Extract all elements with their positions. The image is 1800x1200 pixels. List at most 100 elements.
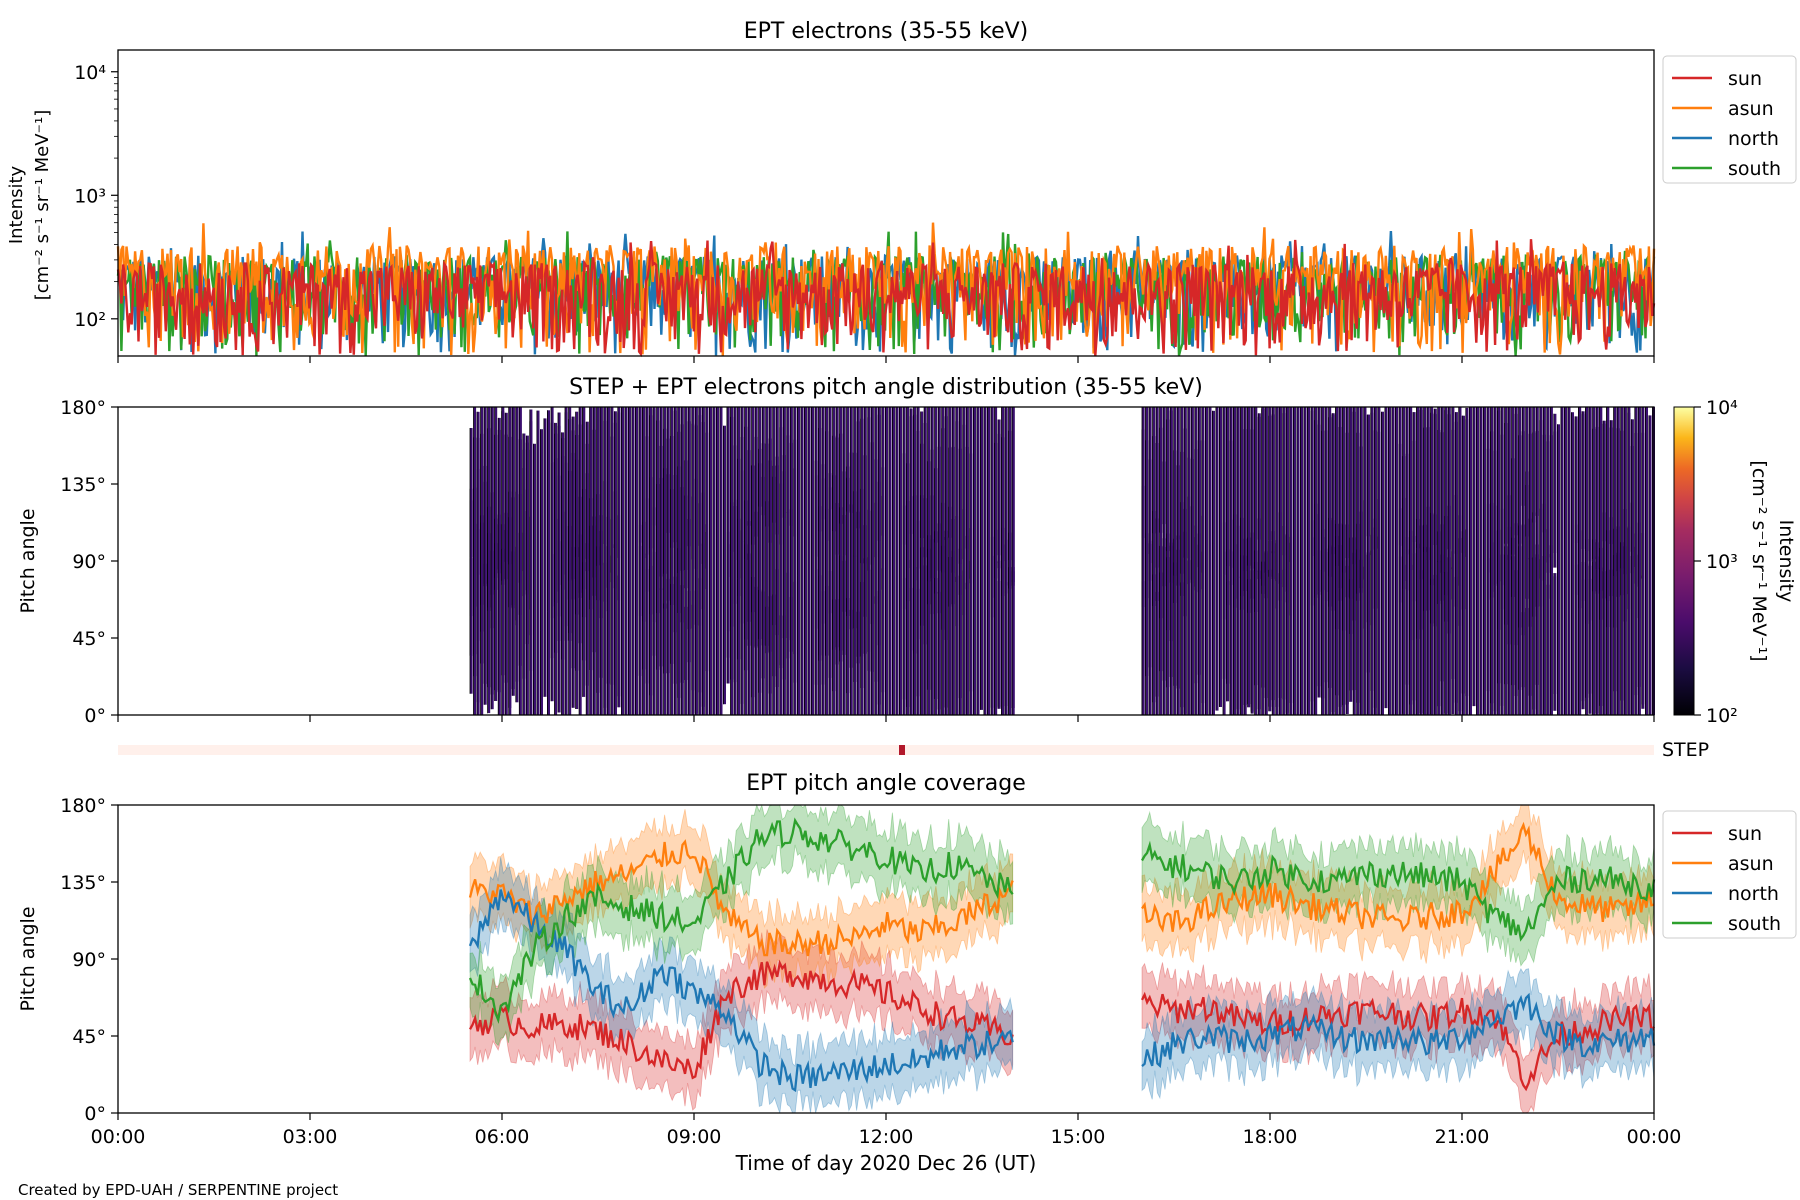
pad-cell (1307, 407, 1310, 573)
pad-cell (1567, 565, 1571, 715)
pad-cell (1515, 413, 1518, 646)
pad-cell (698, 415, 702, 626)
pad-cell (695, 425, 698, 625)
pad-cell (832, 599, 836, 715)
pad-cell (772, 407, 776, 523)
pad-cell (716, 488, 719, 715)
step-label: STEP (1662, 739, 1709, 761)
pad-cell (1233, 544, 1237, 715)
pad-cell (1501, 508, 1504, 715)
pad-cell (1497, 410, 1501, 630)
pad-cell (1469, 521, 1472, 715)
pad-cell (1268, 569, 1272, 707)
pad-cell (649, 415, 653, 615)
pad-cell (501, 407, 505, 585)
pad-cell (800, 407, 804, 542)
coverage-ytick-label: 90° (72, 949, 106, 971)
pad-cell (1177, 549, 1180, 715)
pad-cell (987, 418, 990, 545)
pad-cell (614, 422, 617, 589)
pad-cell (1603, 571, 1606, 715)
pad-cell (1634, 533, 1638, 715)
pad-cell (934, 407, 938, 543)
pad-cell (1230, 551, 1233, 715)
pad-cell (765, 407, 769, 527)
pad-cell (1472, 558, 1476, 707)
pad-cell (1479, 429, 1483, 578)
pad-cell (1384, 572, 1388, 709)
pad-cell (973, 407, 976, 576)
pad-cell (730, 502, 734, 715)
pad-cell (906, 407, 910, 568)
pad-cell (1237, 576, 1240, 710)
pad-cell (991, 407, 994, 598)
pad-cell (1282, 407, 1286, 556)
pad-cell (1381, 411, 1384, 540)
pad-cell (719, 407, 723, 604)
pad-cell (959, 407, 962, 564)
pad-cell (1377, 536, 1381, 715)
pad-cell (1557, 527, 1560, 715)
pad-cell (1247, 579, 1251, 705)
pad-cell (1208, 520, 1212, 715)
pad-cell (839, 407, 843, 524)
pad-cell (857, 407, 860, 529)
pad-cell (1420, 407, 1423, 580)
step-bar: STEP (118, 739, 1709, 761)
pad-cell (815, 569, 818, 715)
pad-cell (1543, 503, 1546, 715)
intensity-legend: sun asun north south (1662, 55, 1797, 184)
pad-cell (691, 423, 695, 629)
pad-cell (1645, 407, 1648, 572)
pad-cell (804, 609, 807, 715)
pad-cell (1620, 407, 1624, 569)
pad-cell (917, 588, 920, 715)
pad-cell (1201, 551, 1205, 715)
pad-ytick-label: 90° (72, 551, 106, 573)
pad-cell (818, 428, 822, 661)
pad-cell (755, 407, 758, 537)
pad-cell (1254, 407, 1258, 572)
pad-cell (807, 599, 811, 715)
pad-cell (681, 424, 684, 623)
pad-cell (561, 456, 565, 590)
pad-cell (663, 428, 667, 609)
pad-cell (1564, 407, 1567, 587)
pad-cell (554, 458, 558, 603)
pad-cell (811, 458, 814, 632)
coverage-line-asun (468, 839, 1014, 957)
pad-cell (1406, 537, 1409, 715)
coverage-line-north (468, 889, 1014, 1093)
pad-cell (748, 450, 751, 622)
pad-cell (1346, 407, 1349, 558)
pad-cell (931, 407, 934, 579)
pad-cell (1286, 535, 1289, 715)
pad-cell (1223, 407, 1226, 575)
pad-cell (1339, 545, 1342, 715)
pad-cell (899, 407, 902, 530)
pad-cell (748, 407, 751, 526)
pad-cell (853, 555, 857, 715)
coverage-legend: sun asun north south (1662, 810, 1797, 939)
pad-cell (1617, 407, 1620, 572)
pad-cell (797, 575, 800, 715)
pad-cell (582, 407, 586, 618)
pad-cell (1430, 578, 1434, 715)
pad-cell (1332, 413, 1335, 555)
pad-cell (1420, 570, 1423, 715)
pad-cell (505, 530, 508, 683)
pad-cell (913, 407, 917, 581)
pad-cell (983, 555, 987, 715)
pad-cell (1437, 561, 1441, 715)
pad-cell (1648, 415, 1652, 562)
pad-cell (1187, 407, 1191, 559)
pad-cell (1469, 407, 1472, 598)
pad-cell (1156, 407, 1159, 568)
pad-cell (1363, 407, 1367, 580)
pad-cell (1296, 407, 1300, 579)
pad-heatmap-cells (469, 407, 1655, 715)
pad-cell (536, 436, 540, 663)
pad-cell (839, 433, 843, 651)
pad-cell (829, 473, 832, 614)
intensity-ytick-label: 10³ (74, 185, 106, 207)
